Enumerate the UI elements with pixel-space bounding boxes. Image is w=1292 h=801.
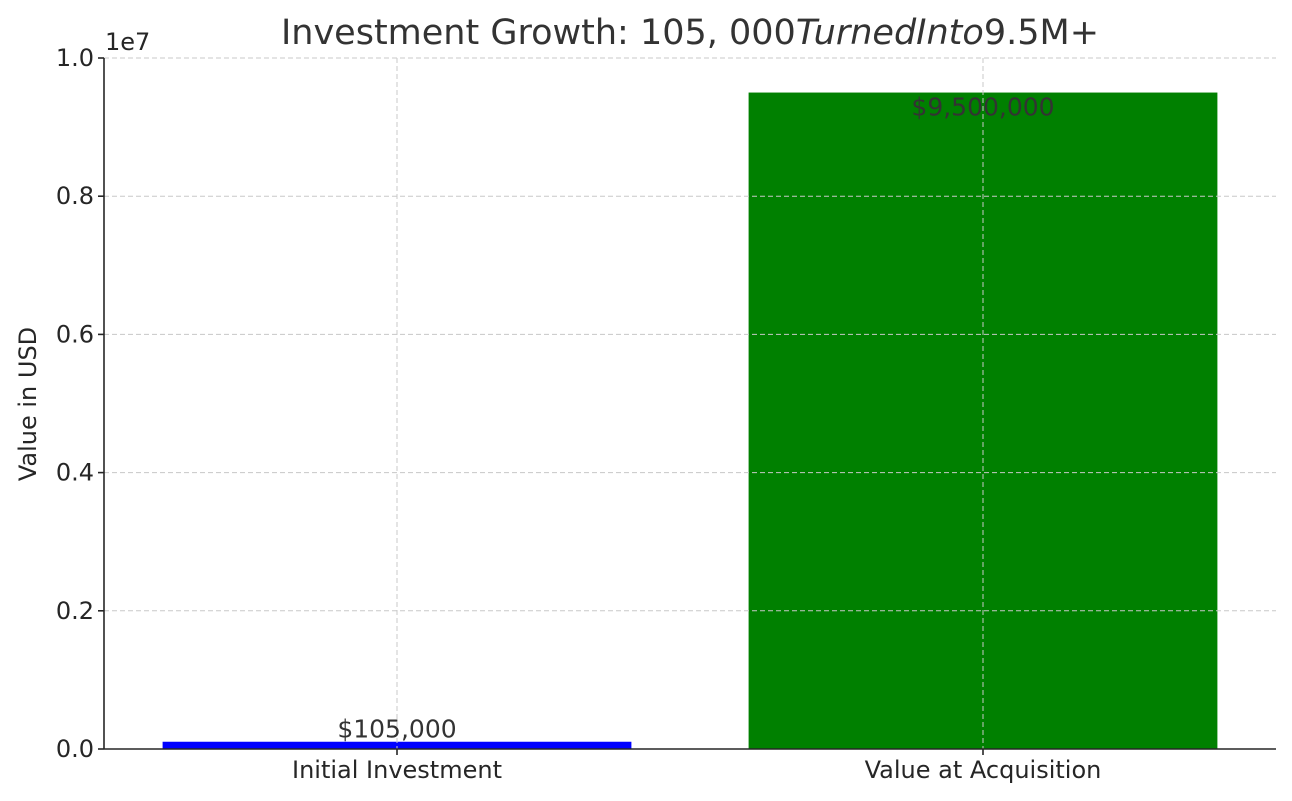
y-tick-label: 0.2 xyxy=(56,597,94,625)
axes: 0.0 0.2 0.4 0.6 0.8 1.0 Initial Investment Valu… xyxy=(56,44,1276,784)
bars xyxy=(162,92,1218,750)
data-labels: $105,000 $9,500,000 xyxy=(337,93,1054,744)
y-axis-offset-label: 1e7 xyxy=(105,28,150,56)
chart-title-part: 9.5M+ xyxy=(984,13,1099,53)
bar-data-label: $9,500,000 xyxy=(911,93,1054,122)
y-axis-label: Value in USD xyxy=(14,327,42,481)
chart-title-part: TurnedInto xyxy=(796,13,984,53)
y-tick-label: 0.6 xyxy=(56,320,94,348)
y-tick-label: 0.0 xyxy=(56,735,94,763)
x-tick-label: Value at Acquisition xyxy=(865,756,1102,784)
bar xyxy=(162,741,632,749)
chart-title-part: Investment Growth: 105, 000 xyxy=(281,13,796,53)
y-tick-label: 0.8 xyxy=(56,182,94,210)
bar-data-label: $105,000 xyxy=(337,715,456,744)
y-tick-label: 1.0 xyxy=(56,44,94,72)
chart-title: Investment Growth: 105, 000TurnedInto9.5… xyxy=(281,13,1099,53)
x-tick-label: Initial Investment xyxy=(292,756,502,784)
y-tick-label: 0.4 xyxy=(56,459,94,487)
